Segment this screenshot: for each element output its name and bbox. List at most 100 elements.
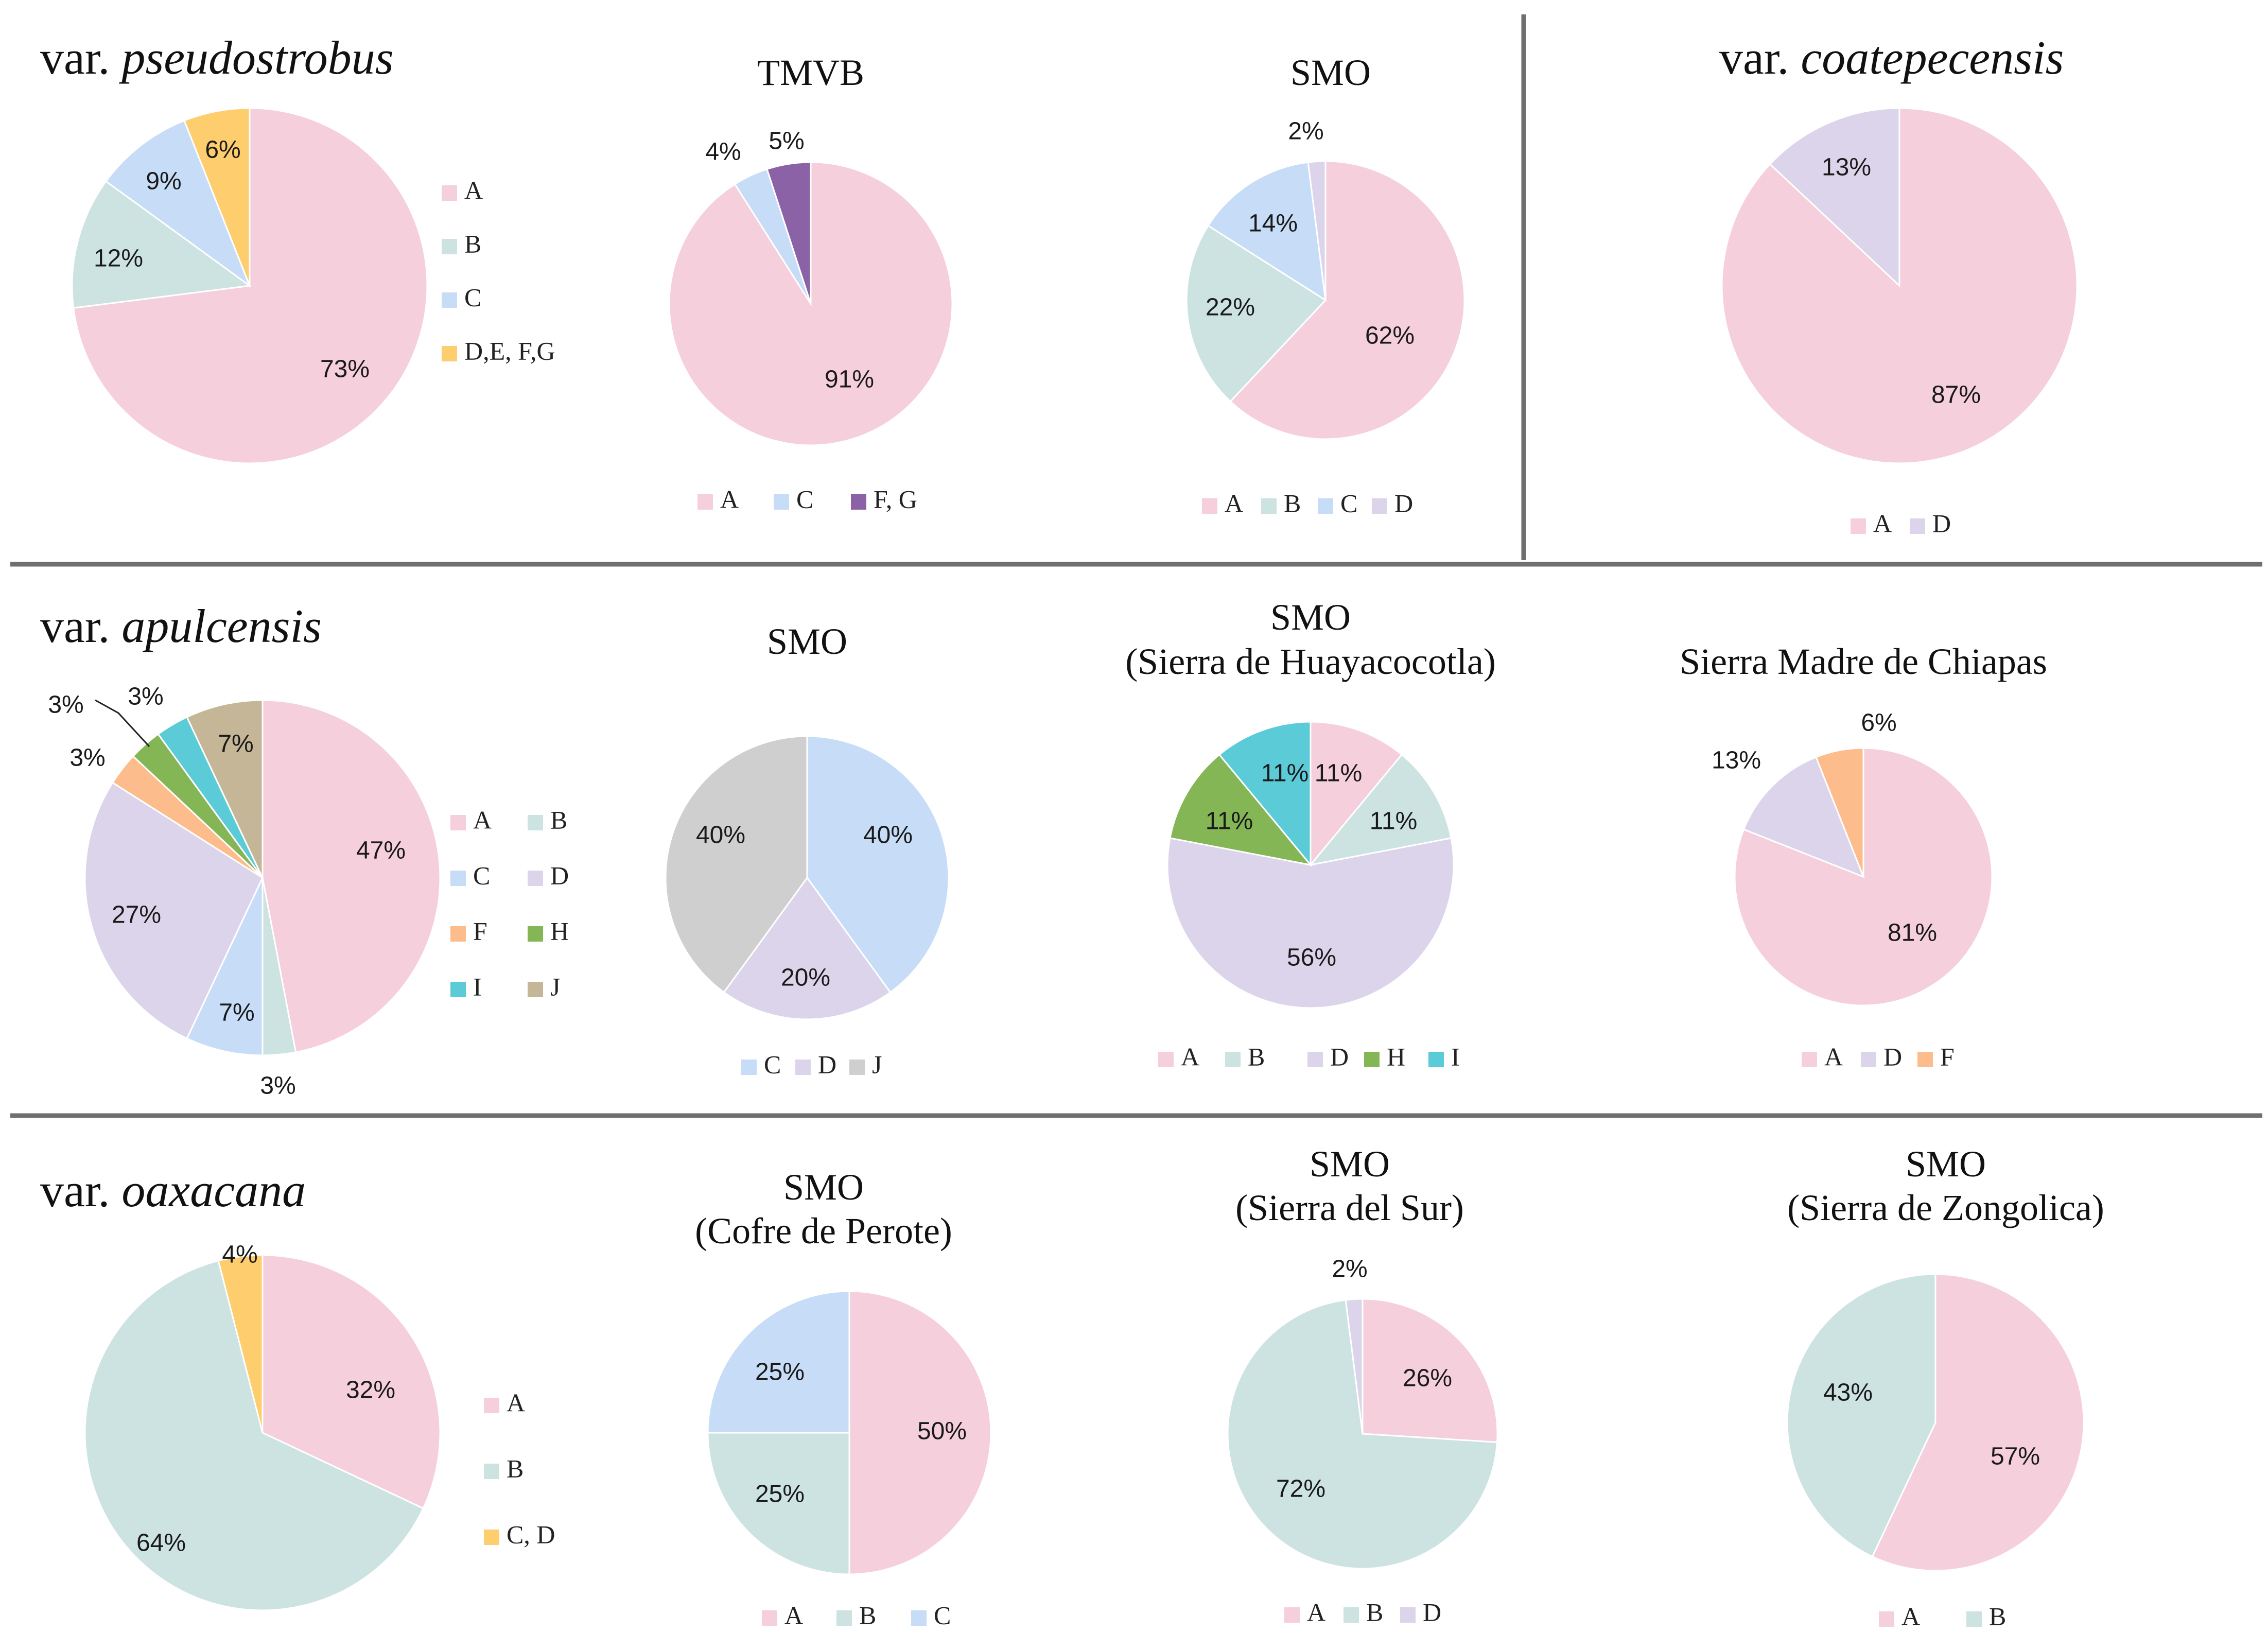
pie-slice-oaxacana-1 bbox=[84, 1260, 425, 1611]
legend-label-chiapas-0: A bbox=[1824, 1042, 1843, 1071]
legend-swatch-sur-1 bbox=[1344, 1607, 1359, 1623]
data-label-apulcensis-4: 3% bbox=[69, 744, 105, 772]
data-label-tmvb-1: 4% bbox=[705, 138, 741, 166]
pie-tmvb: 91% 4% 5% A C F, G bbox=[668, 128, 953, 513]
legend-label-sur-2: D bbox=[1423, 1597, 1441, 1626]
legend-swatch-smo-1-3 bbox=[1372, 498, 1387, 514]
pie-slice-cofre-1 bbox=[707, 1432, 850, 1575]
legend-label-apulcensis-0: A bbox=[473, 805, 492, 834]
pie-slice-oaxacana-0 bbox=[261, 1254, 441, 1509]
data-label-oaxacana-2: 4% bbox=[222, 1241, 257, 1269]
legend-swatch-apulcensis-1 bbox=[528, 815, 543, 830]
legend-swatch-huayacocotla-0 bbox=[1158, 1052, 1174, 1067]
legend-label-smo-1-3: D bbox=[1394, 489, 1413, 517]
legend-label-cofre-1: B bbox=[859, 1601, 876, 1629]
legend-swatch-tmvb-2 bbox=[851, 494, 866, 510]
title-cofre: SMO bbox=[783, 1167, 864, 1208]
pie-slice-sur-0 bbox=[1362, 1298, 1498, 1444]
pie-slice-smo-1-1 bbox=[1185, 224, 1327, 403]
legend-label-tmvb-1: C bbox=[796, 484, 813, 513]
legend-label-zongolica-0: A bbox=[1901, 1602, 1920, 1630]
legend-label-smo-2-1: D bbox=[818, 1050, 836, 1079]
legend-swatch-coatepecensis-0 bbox=[1851, 518, 1866, 534]
legend-swatch-cofre-2 bbox=[911, 1610, 927, 1626]
legend-swatch-apulcensis-2 bbox=[450, 871, 466, 886]
legend-swatch-apulcensis-7 bbox=[528, 982, 543, 997]
subtitle-cofre: (Cofre de Perote) bbox=[695, 1210, 952, 1252]
data-label-apulcensis-7: 7% bbox=[218, 731, 253, 758]
legend-label-coatepecensis-1: D bbox=[1932, 509, 1951, 537]
legend-swatch-huayacocotla-3 bbox=[1364, 1052, 1380, 1067]
title-coatepecensis: var. coatepecensis bbox=[1719, 31, 2064, 84]
pie-slice-smo-1-3 bbox=[1307, 160, 1327, 301]
legend-label-oaxacana-1: B bbox=[507, 1454, 524, 1483]
legend-label-apulcensis-4: F bbox=[473, 916, 487, 945]
pie-chiapas: 81% 13% 6% A D F bbox=[1712, 709, 1993, 1071]
legend-label-apulcensis-2: C bbox=[473, 861, 490, 890]
data-label-huayacocotla-4: 11% bbox=[1261, 760, 1309, 787]
title-smo-2: SMO bbox=[767, 621, 847, 662]
legend-label-pseudostrobus-2: C bbox=[464, 283, 481, 311]
legend-swatch-apulcensis-0 bbox=[450, 815, 466, 830]
legend-label-huayacocotla-3: H bbox=[1387, 1042, 1405, 1071]
legend-label-chiapas-2: F bbox=[1940, 1042, 1955, 1071]
pie-slice-chiapas-1 bbox=[1742, 756, 1865, 878]
pie-slice-huayacocotla-2 bbox=[1166, 837, 1455, 1009]
data-label-huayacocotla-3: 11% bbox=[1206, 808, 1253, 835]
pie-slice-smo-1-0 bbox=[1229, 160, 1466, 440]
data-label-smo-2-0: 40% bbox=[863, 822, 913, 849]
legend-label-pseudostrobus-1: B bbox=[464, 229, 481, 258]
data-label-apulcensis-5: 3% bbox=[48, 691, 83, 719]
legend-label-smo-2-0: C bbox=[764, 1050, 781, 1079]
pie-slice-apulcensis-3 bbox=[84, 781, 264, 1040]
legend-label-zongolica-1: B bbox=[1989, 1602, 2006, 1630]
legend-swatch-huayacocotla-2 bbox=[1307, 1052, 1323, 1067]
legend-swatch-apulcensis-5 bbox=[528, 926, 543, 942]
legend-swatch-smo-1-1 bbox=[1261, 498, 1277, 514]
pie-zongolica: 57% 43% A B bbox=[1786, 1273, 2085, 1630]
legend-swatch-pseudostrobus-1 bbox=[442, 239, 457, 254]
data-label-apulcensis-6: 3% bbox=[128, 683, 163, 710]
data-label-coatepecensis-1: 13% bbox=[1822, 154, 1871, 181]
legend-label-apulcensis-6: I bbox=[473, 972, 482, 1001]
pie-slice-cofre-0 bbox=[848, 1290, 992, 1575]
pie-slice-coatepecensis-1 bbox=[1769, 107, 1900, 288]
pie-slice-smo-1-2 bbox=[1207, 161, 1327, 302]
legend-swatch-sur-0 bbox=[1284, 1607, 1300, 1623]
pie-slice-pseudostrobus-3 bbox=[183, 107, 251, 286]
title-pseudostrobus: var. pseudostrobus bbox=[40, 31, 394, 84]
pie-apulcensis: 47% 3% 7% 27% 3% 3% 3% 7% A B C D F H I J bbox=[48, 683, 569, 1100]
data-label-chiapas-2: 6% bbox=[1861, 709, 1896, 737]
title-chiapas: Sierra Madre de Chiapas bbox=[1680, 641, 2047, 682]
data-label-oaxacana-0: 32% bbox=[346, 1377, 395, 1404]
pie-slice-apulcensis-2 bbox=[186, 877, 264, 1056]
legend-swatch-smo-2-2 bbox=[849, 1060, 865, 1075]
legend-label-pseudostrobus-3: D,E, F,G bbox=[464, 336, 555, 365]
pie-slice-huayacocotla-1 bbox=[1309, 753, 1452, 866]
legend-label-smo-1-0: A bbox=[1225, 489, 1243, 517]
legend-swatch-cofre-1 bbox=[836, 1610, 852, 1626]
data-label-sur-0: 26% bbox=[1403, 1365, 1452, 1392]
legend-swatch-smo-2-0 bbox=[741, 1060, 757, 1075]
subtitle-huayacocotla: (Sierra de Huayacocotla) bbox=[1125, 641, 1496, 682]
legend-swatch-chiapas-2 bbox=[1917, 1052, 1933, 1067]
data-label-apulcensis-1: 3% bbox=[260, 1072, 295, 1100]
data-label-pseudostrobus-0: 73% bbox=[320, 356, 370, 383]
legend-swatch-oaxacana-1 bbox=[484, 1464, 499, 1479]
legend-swatch-pseudostrobus-0 bbox=[442, 185, 457, 201]
title-tmvb: TMVB bbox=[757, 52, 864, 93]
legend-label-tmvb-0: A bbox=[720, 484, 739, 513]
legend-swatch-chiapas-1 bbox=[1861, 1052, 1876, 1067]
legend-swatch-zongolica-1 bbox=[1966, 1611, 1982, 1627]
pie-smo-1: 62% 22% 14% 2% A B C D bbox=[1185, 118, 1466, 517]
legend-swatch-cofre-0 bbox=[762, 1610, 777, 1626]
legend-label-huayacocotla-0: A bbox=[1181, 1042, 1199, 1071]
legend-label-apulcensis-1: B bbox=[550, 805, 567, 834]
legend-label-smo-2-2: J bbox=[872, 1050, 882, 1079]
data-label-tmvb-2: 5% bbox=[769, 128, 804, 155]
pie-slice-zongolica-0 bbox=[1871, 1273, 2085, 1572]
data-label-cofre-2: 25% bbox=[755, 1359, 805, 1386]
legend-swatch-chiapas-0 bbox=[1802, 1052, 1817, 1067]
data-label-huayacocotla-2: 56% bbox=[1287, 944, 1336, 971]
